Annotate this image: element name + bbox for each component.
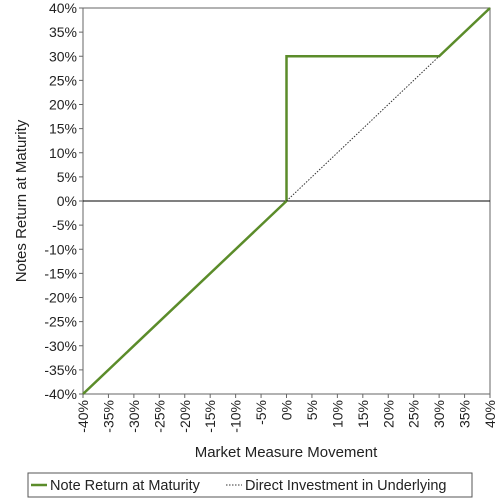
y-tick-label: 0% [57,193,77,209]
x-tick-label: 10% [329,400,345,428]
legend-label-note-return: Note Return at Maturity [50,478,201,494]
x-tick-label: 20% [380,400,396,428]
x-tick-label: -20% [177,400,193,433]
y-tick-label: -15% [44,265,77,281]
x-tick-label: 15% [355,400,371,428]
x-tick-label: 5% [304,400,320,420]
x-tick-label: -25% [151,400,167,433]
y-tick-label: 40% [49,0,77,16]
x-axis-ticks: -40% -35% -30% -25% -20% -15% -10% -5% 0% 5% 10% 15… [75,394,498,433]
y-tick-label: -25% [44,314,77,330]
x-tick-label: -15% [202,400,218,433]
y-tick-label: 35% [49,24,77,40]
x-tick-label: 35% [457,400,473,428]
y-axis-title: Notes Return at Maturity [13,119,30,282]
y-tick-label: -5% [52,217,77,233]
x-tick-label: -40% [75,400,91,433]
y-tick-label: 10% [49,145,77,161]
y-tick-label: 15% [49,121,77,137]
x-tick-label: -30% [126,400,142,433]
x-tick-label: -35% [100,400,116,433]
y-tick-label: -20% [44,290,77,306]
series-line-1 [286,55,440,202]
x-tick-label: -5% [253,400,269,425]
y-tick-label: 30% [49,48,77,64]
series-group [82,7,491,395]
legend: Note Return at Maturity Direct Investmen… [27,472,473,498]
x-tick-label: 25% [406,400,422,428]
y-axis-ticks: -40% -35% -30% -25% -20% -15% -10% -5% 0% 5% 10% 15… [44,0,83,402]
y-tick-label: -10% [44,241,77,257]
legend-label-direct-investment: Direct Investment in Underlying [245,478,446,494]
x-axis-title: Market Measure Movement [195,444,378,461]
x-tick-label: 40% [482,400,498,428]
y-tick-label: 25% [49,72,77,88]
series-line-0 [82,7,491,395]
y-tick-label: -35% [44,362,77,378]
y-tick-label: -30% [44,338,77,354]
x-tick-label: -10% [228,400,244,433]
x-tick-label: 30% [431,400,447,428]
x-tick-label: 0% [279,400,295,420]
y-tick-label: 20% [49,97,77,113]
y-tick-label: -40% [44,386,77,402]
y-tick-label: 5% [57,169,77,185]
legend-box [27,472,473,498]
